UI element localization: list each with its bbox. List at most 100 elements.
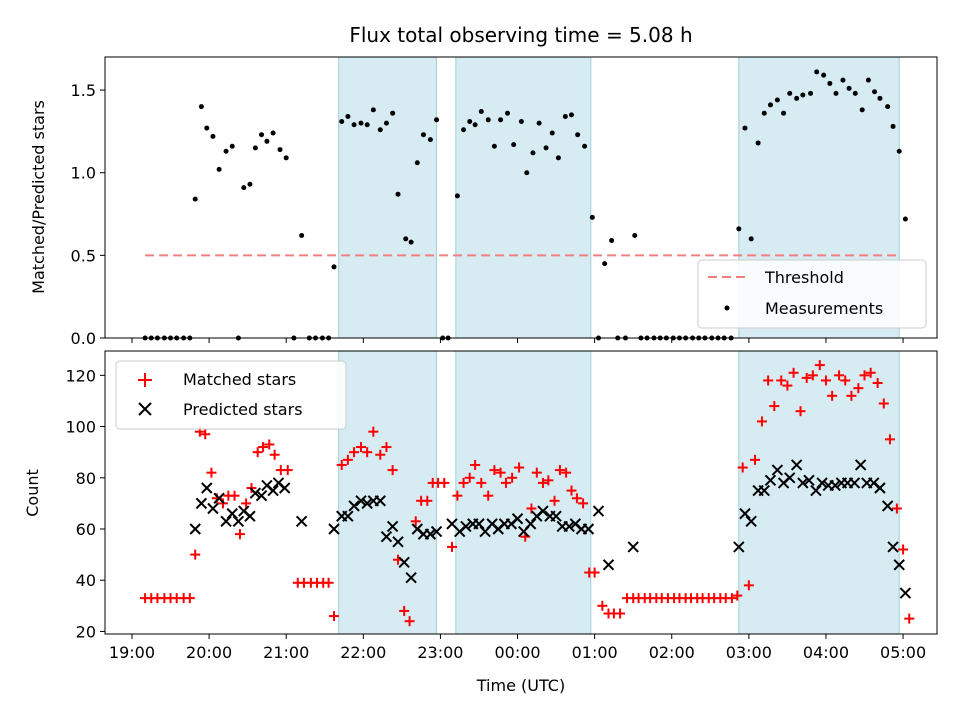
matched-star-point: [571, 493, 582, 504]
predicted-stars-points: [189, 459, 912, 599]
measurement-point: [781, 110, 787, 116]
predicted-star-point: [361, 497, 373, 510]
matched-star-point: [264, 439, 275, 450]
measurement-point: [890, 123, 896, 129]
predicted-star-stroke: [226, 507, 238, 520]
measurement-point: [877, 95, 883, 101]
measurement-point: [210, 133, 216, 139]
predicted-star-stroke: [868, 477, 880, 489]
measurement-point: [390, 110, 396, 116]
measurement-point: [331, 264, 337, 270]
measurement-point: [358, 120, 364, 126]
matched-star-point: [446, 541, 457, 552]
y-tick-label: 0.0: [71, 329, 96, 348]
matched-star-point: [500, 477, 511, 488]
bottom-panel: 20 40 60 80 100 120 19:00 20:00 21:00 22:00 23:00…: [23, 350, 938, 695]
y-tick-label: 120: [65, 366, 96, 385]
measurement-point: [383, 120, 389, 126]
x-tick-label: 21:00: [263, 643, 309, 662]
matched-star-point: [537, 477, 548, 488]
matched-star-point: [859, 370, 870, 381]
predicted-star-point: [899, 587, 912, 599]
measurement-point: [345, 114, 351, 120]
bottom-y-axis-label: Count: [23, 469, 42, 517]
top-x-ticks: [131, 338, 904, 343]
bottom-y-ticks: 20 40 60 80 100 120: [65, 366, 105, 641]
matched-star-point: [543, 475, 554, 486]
predicted-star-stroke: [771, 464, 784, 476]
measurement-point: [536, 120, 542, 126]
matched-star-point: [756, 416, 767, 427]
bottom-legend-box: [115, 360, 347, 430]
chart-title: Flux total observing time = 5.08 h: [349, 23, 692, 47]
predicted-star-stroke: [899, 587, 912, 599]
legend-predicted-label: Predicted stars: [183, 400, 303, 419]
matched-star-point: [597, 600, 608, 611]
legend-threshold-label: Threshold: [764, 268, 844, 287]
predicted-star-stroke: [627, 541, 639, 553]
measurement-point: [755, 140, 761, 146]
predicted-star-point: [249, 487, 262, 499]
predicted-star-stroke: [784, 472, 796, 484]
predicted-star-stroke: [295, 515, 308, 528]
measurement-point: [827, 80, 833, 86]
measurement-point: [511, 142, 517, 148]
legend-measurements-swatch: [724, 305, 730, 311]
measurement-point: [498, 117, 504, 123]
predicted-star-point: [460, 520, 472, 533]
measurement-point: [736, 226, 742, 232]
matched-star-point: [578, 498, 589, 509]
predicted-star-stroke: [881, 500, 894, 512]
predicted-star-point: [816, 477, 828, 489]
measurement-point: [414, 160, 420, 166]
predicted-star-point: [195, 497, 208, 510]
predicted-star-point: [328, 523, 340, 535]
matched-star-point: [495, 467, 506, 478]
measurement-point: [800, 92, 806, 98]
predicted-star-stroke: [249, 487, 262, 499]
measurement-point: [543, 145, 549, 151]
top-axes-frame: [104, 56, 938, 339]
predicted-star-point: [295, 515, 308, 528]
measurement-point: [252, 145, 258, 151]
measurement-point: [530, 150, 536, 156]
matched-star-point: [200, 429, 211, 440]
predicted-star-stroke: [189, 523, 201, 535]
matched-star-point: [514, 462, 525, 473]
predicted-star-stroke: [328, 523, 340, 535]
y-tick-label: 20: [76, 622, 96, 641]
matched-star-point: [615, 608, 626, 619]
measurement-point: [434, 117, 440, 123]
predicted-star-stroke: [797, 477, 809, 489]
predicted-star-point: [213, 492, 225, 504]
bottom-x-ticks: 19:00 20:00 21:00 22:00 23:00 00:00 01:00 02:00…: [109, 634, 926, 662]
measurement-point: [241, 185, 247, 191]
measurement-point: [774, 97, 780, 103]
measurement-point: [846, 85, 852, 91]
predicted-star-point: [874, 482, 886, 494]
predicted-star-point: [887, 541, 899, 553]
predicted-star-point: [355, 495, 367, 507]
predicted-star-stroke: [569, 518, 582, 530]
measurement-point: [524, 170, 530, 176]
matched-star-point: [531, 467, 542, 478]
matched-star-point: [410, 516, 421, 527]
predicted-star-stroke: [893, 559, 905, 571]
predicted-star-point: [207, 502, 219, 515]
x-tick-label: 19:00: [109, 643, 155, 662]
measurement-point: [264, 138, 270, 144]
matched-star-point: [507, 472, 518, 483]
matched-star-point: [387, 465, 398, 476]
predicted-star-stroke: [602, 559, 615, 571]
measurement-point: [223, 148, 229, 154]
y-tick-label: 60: [76, 520, 96, 539]
matched-star-point: [336, 459, 347, 470]
predicted-star-stroke: [764, 474, 777, 487]
predicted-star-point: [739, 507, 751, 520]
matched-star-point: [323, 577, 334, 588]
matched-star-point: [368, 426, 379, 437]
predicted-star-stroke: [745, 515, 757, 528]
predicted-star-stroke: [244, 510, 256, 522]
matched-star-point: [452, 490, 463, 501]
matched-star-point: [782, 380, 793, 391]
